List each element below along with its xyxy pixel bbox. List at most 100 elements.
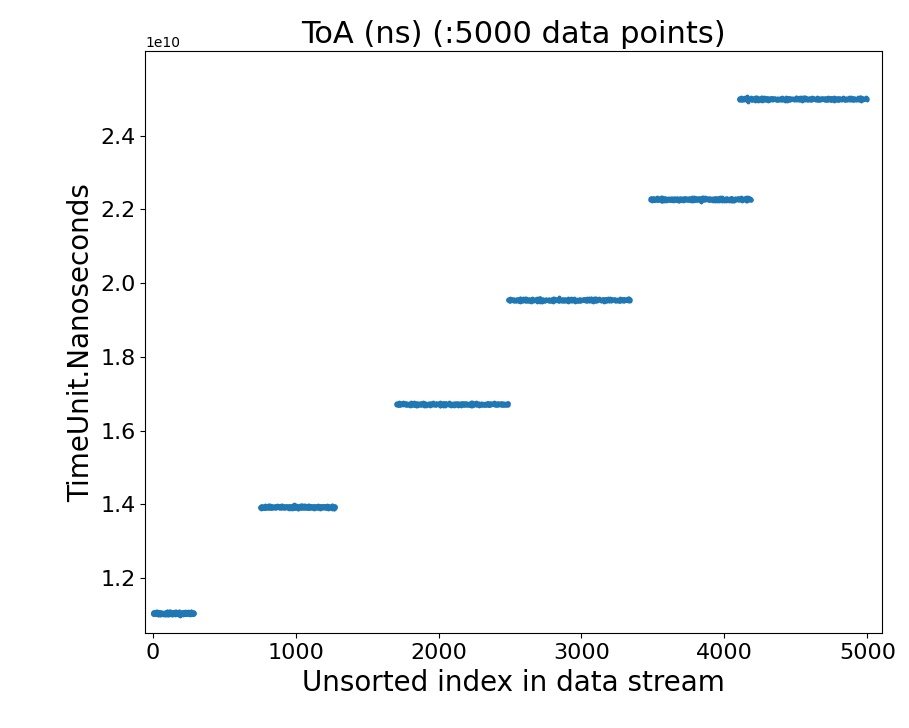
Point — [156, 608, 171, 620]
Point — [278, 502, 293, 513]
Point — [477, 400, 492, 411]
Point — [443, 400, 457, 411]
Point — [559, 296, 574, 307]
Point — [407, 399, 422, 411]
Point — [729, 193, 744, 205]
Point — [731, 193, 745, 205]
Point — [175, 606, 190, 618]
Point — [655, 194, 670, 205]
Point — [171, 608, 185, 620]
Point — [747, 92, 762, 103]
Point — [146, 607, 161, 619]
Point — [846, 93, 861, 105]
Point — [569, 294, 584, 306]
Point — [481, 397, 495, 409]
Point — [817, 94, 832, 106]
Point — [275, 501, 290, 513]
Point — [185, 608, 199, 620]
Point — [754, 94, 768, 106]
Point — [538, 294, 553, 306]
Point — [776, 95, 791, 106]
Point — [512, 293, 526, 305]
Point — [165, 607, 179, 619]
Point — [155, 607, 170, 619]
Point — [596, 293, 611, 305]
Point — [574, 293, 588, 305]
Point — [608, 295, 623, 306]
Point — [618, 293, 633, 305]
Point — [183, 607, 197, 619]
Point — [159, 608, 174, 620]
Point — [792, 93, 806, 105]
Point — [290, 503, 305, 515]
Point — [721, 194, 735, 205]
Point — [835, 91, 850, 103]
Point — [709, 193, 724, 205]
Point — [675, 192, 690, 204]
Point — [591, 294, 605, 306]
Point — [757, 93, 772, 105]
Point — [810, 94, 824, 106]
Point — [268, 501, 283, 513]
Point — [681, 194, 695, 205]
Point — [172, 606, 186, 617]
Point — [172, 606, 186, 618]
Point — [560, 293, 574, 305]
Point — [764, 92, 779, 104]
Point — [704, 194, 719, 205]
Point — [675, 193, 690, 205]
Point — [850, 92, 864, 104]
Point — [616, 294, 631, 306]
Point — [309, 500, 324, 512]
Point — [851, 94, 865, 106]
Point — [726, 194, 741, 205]
Point — [325, 500, 340, 512]
Point — [708, 194, 723, 205]
Point — [295, 502, 310, 514]
Point — [326, 501, 341, 513]
Point — [176, 607, 191, 619]
Point — [179, 608, 194, 620]
Point — [285, 501, 300, 513]
Point — [586, 294, 601, 306]
Point — [765, 92, 780, 104]
Point — [584, 293, 599, 305]
Point — [676, 194, 691, 206]
Point — [165, 607, 180, 619]
Point — [663, 194, 677, 205]
Point — [169, 607, 184, 619]
Point — [511, 294, 525, 306]
Point — [185, 607, 199, 619]
Point — [268, 501, 283, 513]
Point — [494, 397, 509, 409]
Point — [838, 93, 853, 105]
Point — [465, 399, 480, 411]
Point — [157, 608, 172, 620]
Point — [538, 294, 553, 306]
Point — [175, 607, 190, 619]
Point — [708, 193, 723, 205]
Point — [709, 193, 724, 205]
Point — [520, 294, 534, 306]
Point — [405, 399, 419, 411]
Point — [154, 608, 168, 620]
Point — [147, 608, 162, 620]
Point — [184, 607, 198, 619]
Point — [158, 608, 173, 620]
Point — [744, 94, 758, 106]
Point — [845, 94, 860, 106]
Point — [594, 294, 608, 306]
Point — [726, 194, 741, 206]
Point — [315, 502, 329, 513]
Point — [286, 502, 301, 513]
Point — [443, 398, 457, 410]
Point — [671, 193, 685, 205]
Point — [732, 93, 746, 105]
Point — [398, 399, 413, 411]
Point — [511, 294, 525, 306]
Point — [474, 397, 489, 409]
Point — [555, 293, 570, 305]
Point — [753, 93, 767, 105]
Point — [548, 293, 563, 304]
Point — [736, 193, 751, 205]
